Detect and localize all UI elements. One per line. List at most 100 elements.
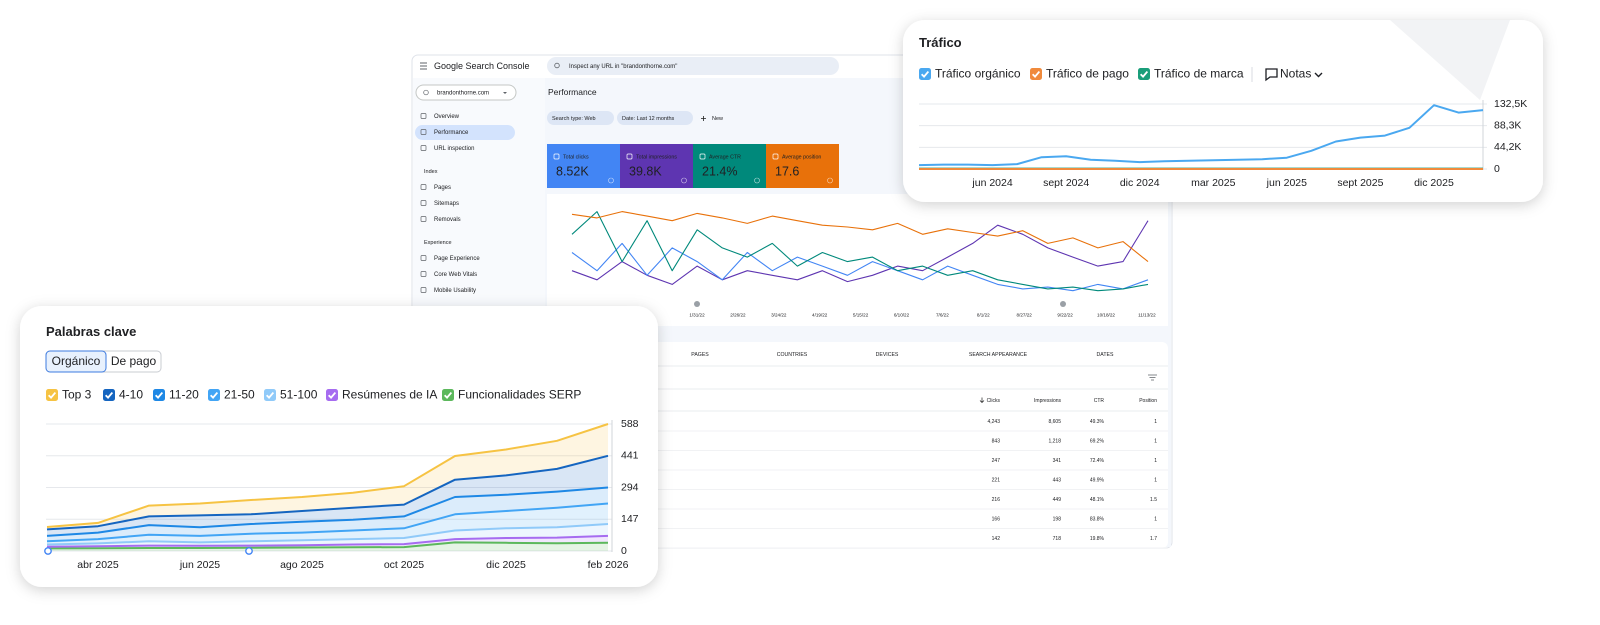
table-tab[interactable]: COUNTRIES: [777, 352, 808, 358]
nav-icon: [420, 216, 427, 222]
checkbox[interactable]: [442, 389, 454, 401]
nav-section: Index: [424, 169, 438, 175]
nav-highlight: [415, 125, 515, 140]
property-selector[interactable]: [415, 84, 517, 101]
nav-item[interactable]: Core Web Vitals: [434, 272, 477, 278]
nav-item[interactable]: Sitemaps: [434, 201, 459, 207]
x-tick-label: 2/26/22: [730, 313, 746, 318]
menu-icon: [420, 62, 427, 70]
series-line: [46, 423, 609, 528]
column-header[interactable]: Position: [1139, 398, 1157, 404]
filter-chip[interactable]: [547, 111, 614, 125]
nav-section: Experience: [424, 240, 452, 246]
notes-button[interactable]: Notas: [1280, 67, 1311, 81]
event-marker: [44, 547, 52, 555]
page-title: Performance: [548, 87, 597, 97]
check-mark: [921, 71, 930, 78]
table-cell: 449: [1053, 497, 1062, 503]
column-header[interactable]: Impressions: [1034, 398, 1061, 404]
checkbox[interactable]: [46, 389, 58, 401]
filter-label: Search type: Web: [552, 116, 596, 122]
nav-item[interactable]: Performance: [434, 130, 469, 136]
column-header[interactable]: Clicks: [987, 398, 1001, 404]
table-tab[interactable]: SEARCH APPEARANCE: [969, 352, 1028, 358]
filter-chip[interactable]: [617, 111, 693, 125]
help-icon: [754, 177, 760, 184]
y-tick-label: 294: [621, 481, 639, 493]
table-tab[interactable]: DEVICES: [876, 352, 899, 358]
table-cell: 341: [1053, 458, 1062, 464]
x-tick-label: 9/22/22: [1057, 313, 1073, 318]
nav-item[interactable]: Overview: [434, 114, 460, 120]
metric-checkbox: [772, 153, 779, 160]
x-tick-label: jun 2024: [971, 177, 1012, 189]
checkbox[interactable]: [1030, 68, 1042, 80]
legend-label: 11-20: [169, 388, 199, 402]
legend-label: Tráfico orgánico: [935, 67, 1021, 81]
x-tick-label: jun 2025: [1266, 177, 1307, 189]
tab-label[interactable]: De pago: [111, 354, 157, 368]
table-cell: 1: [1154, 458, 1157, 464]
sort-arrow: [979, 397, 985, 403]
series-line: [46, 534, 609, 548]
table-cell: 69.2%: [1090, 438, 1105, 444]
table-cell: 166: [992, 516, 1001, 522]
filter-icon: [1148, 374, 1157, 381]
table-cell: 718: [1053, 536, 1062, 542]
column-header[interactable]: CTR: [1094, 398, 1105, 404]
table-cell: 8,605: [1048, 419, 1061, 425]
x-tick-label: dic 2025: [1414, 177, 1454, 189]
metric-card[interactable]: [547, 144, 620, 188]
annotation-marker: [694, 301, 700, 307]
checkbox[interactable]: [103, 389, 115, 401]
metric-label: Total clicks: [563, 154, 589, 160]
metric-label: Average position: [782, 154, 821, 160]
checkbox[interactable]: [919, 68, 931, 80]
x-tick-label: 10/18/22: [1097, 313, 1115, 318]
property-icon: [423, 89, 429, 96]
metric-card[interactable]: [693, 144, 766, 188]
metric-value: 8.52K: [556, 164, 589, 178]
nav-item[interactable]: Removals: [434, 217, 461, 223]
metric-checkbox: [626, 153, 633, 160]
x-tick-label: sept 2025: [1337, 177, 1383, 189]
nav-item[interactable]: Page Experience: [434, 256, 480, 262]
series-line: [46, 523, 609, 546]
tab-selected[interactable]: [45, 350, 107, 373]
legend-label: Tráfico de pago: [1046, 67, 1129, 81]
nav-icon: [420, 287, 427, 293]
x-tick-label: 1/31/22: [689, 313, 705, 318]
table-tab[interactable]: DATES: [1097, 352, 1114, 358]
table-cell: 443: [1053, 477, 1062, 483]
y-tick-label: 147: [621, 513, 639, 525]
series-line: [46, 454, 609, 531]
table-cell: 49.3%: [1090, 419, 1105, 425]
checkbox[interactable]: [208, 389, 220, 401]
metric-card[interactable]: [766, 144, 839, 188]
x-tick-label: abr 2025: [77, 559, 119, 571]
new-button[interactable]: New: [712, 116, 723, 122]
table-cell: 49.9%: [1090, 477, 1105, 483]
metric-card[interactable]: [620, 144, 693, 188]
x-tick-label: 8/27/22: [1017, 313, 1033, 318]
table-tab[interactable]: PAGES: [691, 352, 709, 358]
check-mark: [1140, 71, 1149, 78]
search-bar[interactable]: [547, 57, 839, 75]
tab-label[interactable]: Orgánico: [52, 354, 101, 368]
checkbox[interactable]: [264, 389, 276, 401]
help-icon: [827, 177, 833, 184]
legend-label: 51-100: [280, 388, 318, 402]
nav-item[interactable]: Mobile Usability: [434, 288, 476, 294]
y-tick-label: 0: [1494, 163, 1500, 175]
nav-item[interactable]: Pages: [434, 185, 451, 191]
metric-value: 39.8K: [629, 164, 662, 178]
checkbox[interactable]: [1138, 68, 1150, 80]
checkbox[interactable]: [153, 389, 165, 401]
checkbox[interactable]: [326, 389, 338, 401]
y-tick-label: 44,2K: [1494, 141, 1521, 153]
metric-checkbox: [553, 153, 560, 160]
series-area: [47, 424, 608, 530]
card-title: Palabras clave: [46, 324, 136, 339]
nav-item[interactable]: URL inspection: [434, 146, 474, 152]
